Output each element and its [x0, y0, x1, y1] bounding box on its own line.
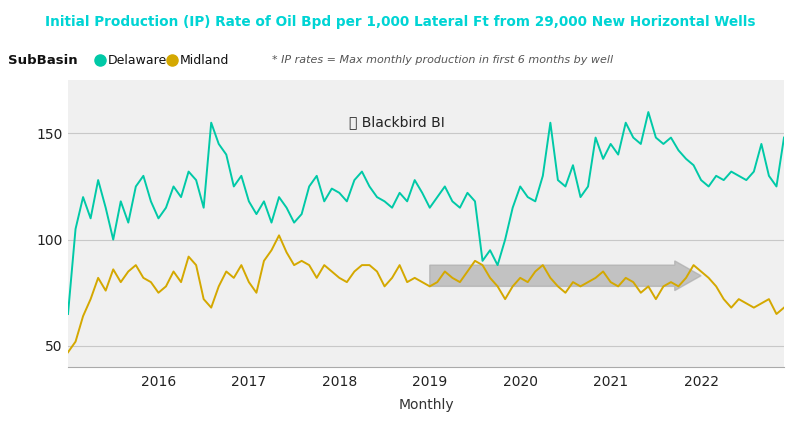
Text: Midland: Midland: [180, 54, 230, 67]
Text: SubBasin: SubBasin: [8, 54, 78, 67]
Text: Initial Production (IP) Rate of Oil Bpd per 1,000 Lateral Ft from 29,000 New Hor: Initial Production (IP) Rate of Oil Bpd …: [45, 15, 755, 29]
Text: Delaware: Delaware: [108, 54, 167, 67]
FancyArrow shape: [430, 261, 701, 291]
Text: ⮜ Blackbird BI: ⮜ Blackbird BI: [350, 115, 446, 129]
Text: * IP rates = Max monthly production in first 6 months by well: * IP rates = Max monthly production in f…: [272, 55, 613, 65]
X-axis label: Monthly: Monthly: [398, 398, 454, 412]
